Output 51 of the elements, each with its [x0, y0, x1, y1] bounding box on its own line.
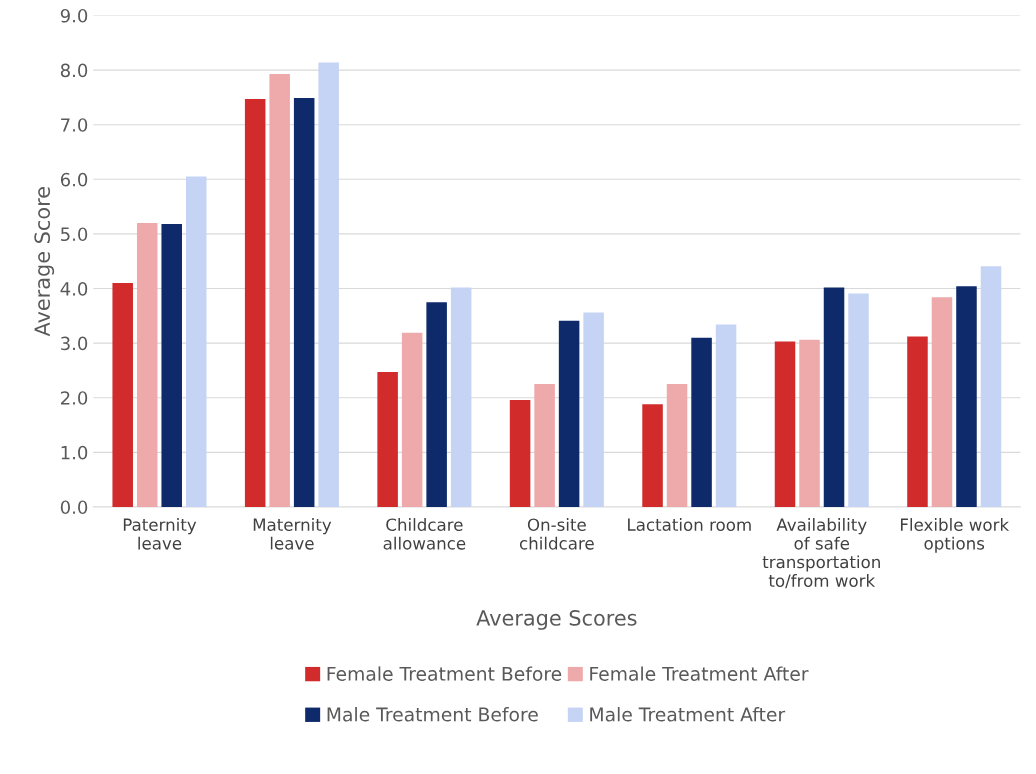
y-tick-label: 0.0	[60, 500, 88, 515]
y-tick-label: 3.0	[61, 336, 88, 351]
y-tick-label: 9.0	[60, 8, 88, 23]
bar	[907, 336, 928, 507]
y-axis-title: Average Score	[34, 187, 55, 337]
x-tick-label: Maternity leave	[253, 518, 332, 550]
y-tick-label: 2.0	[60, 391, 88, 405]
bar	[136, 223, 158, 507]
x-tick-label: Childcare allowance	[383, 518, 466, 550]
x-tick-label: Paternity leave	[123, 518, 197, 550]
bar	[244, 99, 266, 507]
bar	[823, 287, 845, 507]
legend-label: Male Treatment After	[590, 707, 786, 722]
bar	[848, 293, 869, 507]
bar	[534, 384, 555, 507]
x-tick-label: Flexible work options	[900, 518, 1010, 553]
bar	[583, 312, 604, 507]
bar	[799, 339, 820, 507]
bar	[691, 337, 712, 507]
bar	[426, 302, 447, 507]
bar	[509, 399, 531, 507]
bar	[161, 224, 182, 507]
y-tick-label: 8.0	[60, 63, 88, 78]
bar	[715, 324, 737, 507]
x-tick-label: Availability of safe transportation to/from work	[762, 518, 880, 589]
y-tick-label: 6.0	[60, 172, 88, 187]
y-tick-label: 1.0	[61, 445, 88, 460]
bar	[318, 62, 339, 507]
legend-label: Female Treatment After	[590, 666, 809, 681]
bar	[450, 287, 472, 507]
bar	[112, 283, 133, 507]
bar	[269, 73, 290, 507]
bar	[293, 97, 315, 507]
legend-label: Female Treatment Before	[327, 666, 562, 681]
legend-label: Male Treatment Before	[327, 707, 538, 722]
y-tick-label: 7.0	[61, 118, 88, 132]
bar	[185, 176, 207, 507]
bar	[558, 320, 580, 507]
bar	[401, 332, 423, 507]
y-tick-label: 5.0	[61, 227, 88, 242]
bar	[774, 341, 796, 507]
bar	[931, 297, 953, 507]
x-tick-label: On-site childcare	[519, 518, 594, 550]
bar	[666, 384, 688, 507]
y-tick-label: 4.0	[60, 281, 88, 296]
bar	[377, 372, 398, 507]
x-tick-label: Lactation room	[628, 518, 751, 531]
bar	[956, 286, 977, 507]
bar	[642, 404, 663, 507]
x-axis-title: Average Scores	[476, 610, 637, 630]
bar	[980, 266, 1002, 507]
